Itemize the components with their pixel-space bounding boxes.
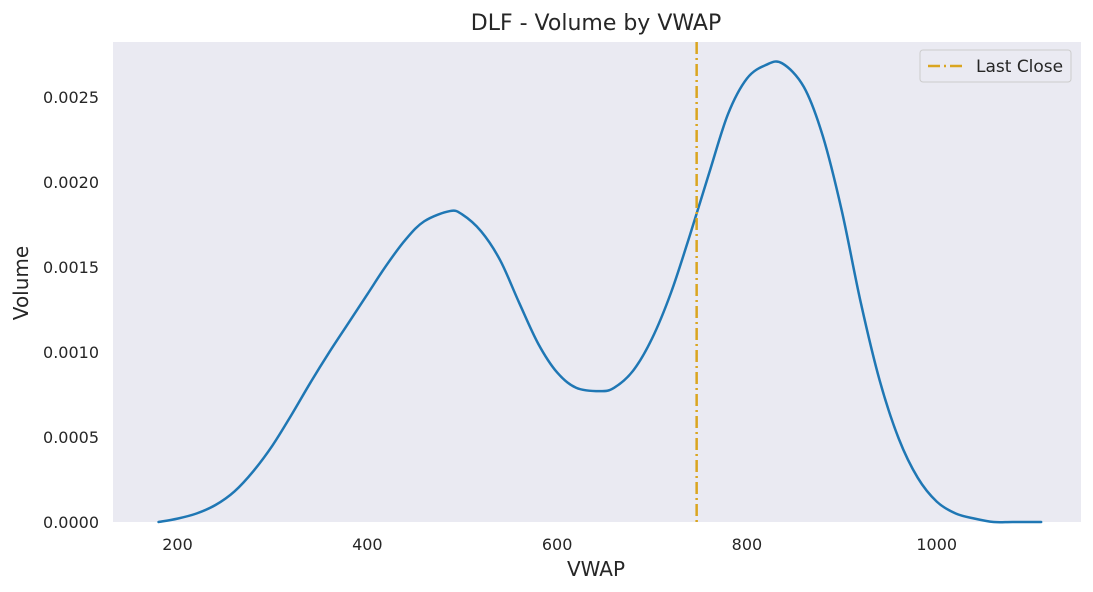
x-axis-ticks: 200 400 600 800 1000 — [162, 535, 957, 554]
y-axis-label: Volume — [9, 246, 33, 320]
x-tick-label: 1000 — [916, 535, 957, 554]
y-tick-label: 0.0025 — [43, 88, 99, 107]
series-group — [157, 60, 1043, 524]
x-axis-label: VWAP — [567, 557, 625, 581]
x-tick-label: 400 — [352, 535, 383, 554]
x-tick-label: 200 — [162, 535, 193, 554]
plot-area — [113, 42, 1081, 522]
legend-box — [919, 49, 1072, 83]
y-tick-label: 0.0020 — [43, 173, 99, 192]
chart-title: DLF - Volume by VWAP — [471, 11, 722, 36]
y-tick-label: 0.0005 — [43, 428, 99, 447]
y-tick-label: 0.0010 — [43, 343, 99, 362]
legend-label-last-close: Last Close — [976, 57, 1063, 77]
y-axis-ticks: 0.0000 0.0005 0.0010 0.0015 0.0020 0.0025 — [43, 88, 99, 532]
x-tick-label: 600 — [542, 535, 573, 554]
y-tick-label: 0.0000 — [43, 513, 99, 532]
x-tick-label: 800 — [732, 535, 763, 554]
legend: Last Close — [919, 49, 1072, 83]
kde-line — [157, 60, 1043, 524]
y-tick-label: 0.0015 — [43, 258, 99, 277]
